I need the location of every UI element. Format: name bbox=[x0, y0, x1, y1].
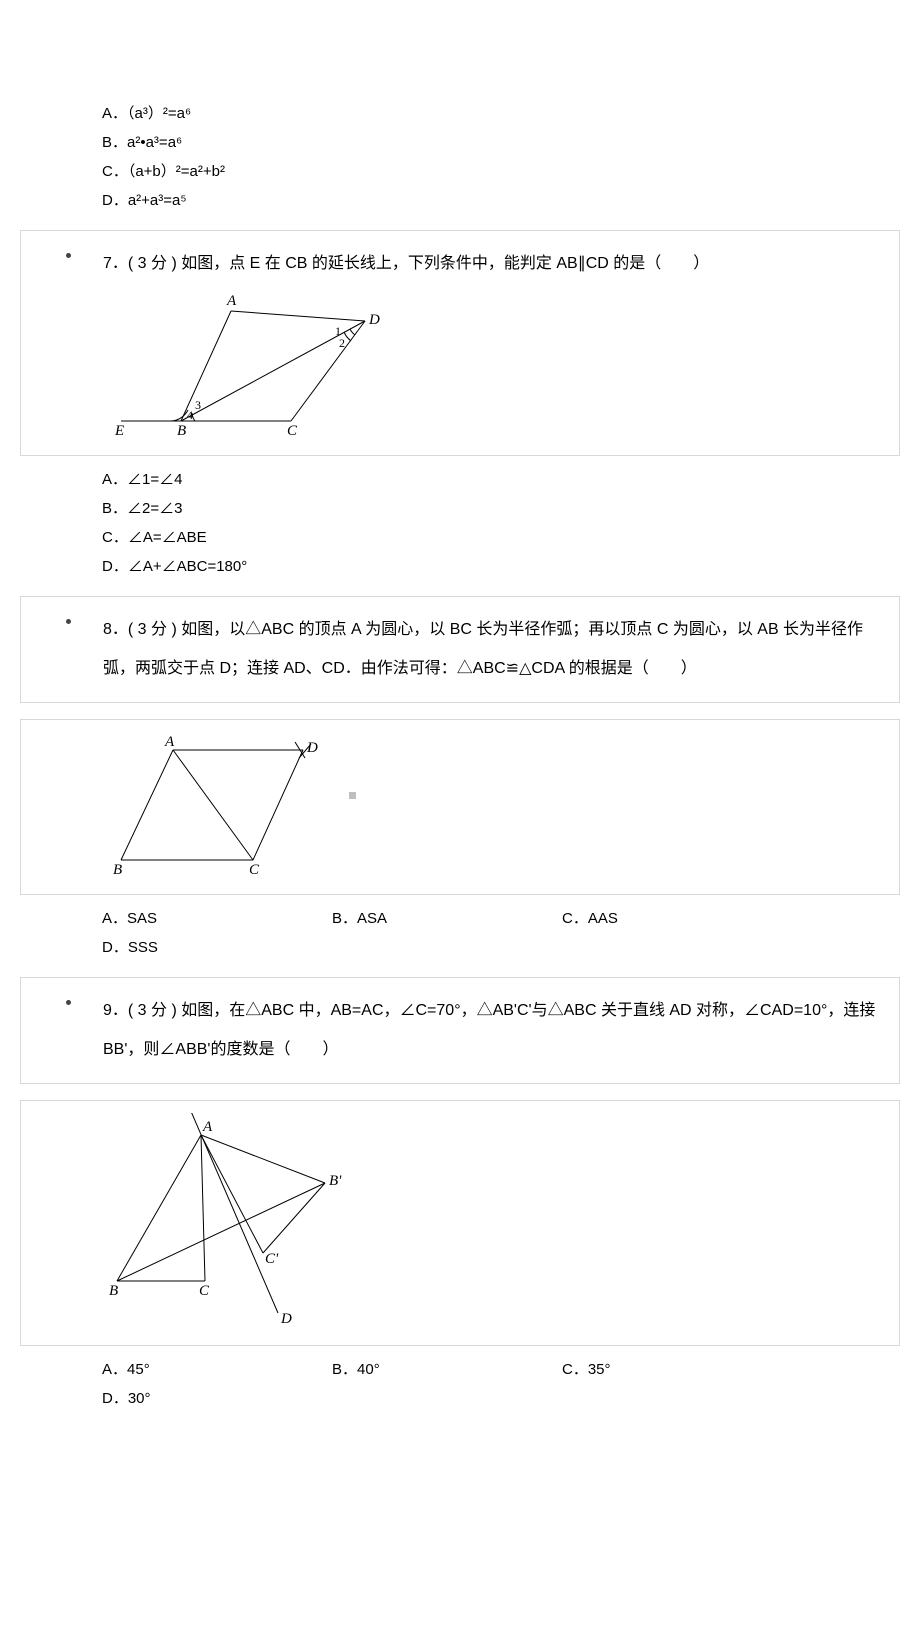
q7-figure: A D E B C 1 2 3 4 bbox=[81, 283, 881, 441]
svg-text:D: D bbox=[306, 740, 318, 756]
svg-text:D: D bbox=[280, 1311, 292, 1327]
svg-text:C: C bbox=[287, 423, 298, 439]
svg-text:3: 3 bbox=[195, 398, 201, 412]
svg-text:C: C bbox=[249, 862, 260, 878]
svg-text:4: 4 bbox=[187, 408, 193, 422]
q7-opt-b: B．∠2=∠3 bbox=[102, 497, 562, 518]
q8-svg: A D B C bbox=[103, 732, 363, 882]
page-marker bbox=[349, 792, 356, 799]
svg-text:D: D bbox=[368, 312, 380, 328]
svg-text:C': C' bbox=[265, 1251, 279, 1267]
q8-opt-c: C．AAS bbox=[562, 907, 792, 928]
svg-text:2: 2 bbox=[339, 336, 345, 350]
q8-box: 8．( 3 分 ) 如图，以△ABC 的顶点 A 为圆心，以 BC 长为半径作弧… bbox=[20, 596, 900, 703]
q7-opt-c: C．∠A=∠ABE bbox=[102, 526, 562, 547]
q8-opt-d: D．SSS bbox=[102, 936, 332, 957]
svg-text:B: B bbox=[113, 862, 122, 878]
svg-text:B': B' bbox=[329, 1173, 342, 1189]
bullet-icon bbox=[66, 619, 71, 624]
svg-text:A: A bbox=[202, 1119, 213, 1135]
q7-svg: A D E B C 1 2 3 4 bbox=[103, 291, 403, 441]
q9-svg: A B C B' C' D bbox=[103, 1113, 373, 1333]
q7-opt-d: D．∠A+∠ABC=180° bbox=[102, 555, 562, 576]
q9-options: A．45° B．40° C．35° D．30° bbox=[20, 1354, 900, 1412]
q6-opt-b: B．a²•a³=a⁶ bbox=[102, 131, 562, 152]
q7-opt-a: A．∠1=∠4 bbox=[102, 468, 562, 489]
q9-opt-d: D．30° bbox=[102, 1387, 332, 1408]
q9-opt-b: B．40° bbox=[332, 1358, 562, 1379]
svg-text:A: A bbox=[226, 293, 237, 309]
svg-text:B: B bbox=[109, 1283, 118, 1299]
q9-opt-c: C．35° bbox=[562, 1358, 792, 1379]
q7-options: A．∠1=∠4 B．∠2=∠3 C．∠A=∠ABE D．∠A+∠ABC=180° bbox=[20, 464, 900, 580]
q6-opt-c: C．（a+b）²=a²+b² bbox=[102, 160, 562, 181]
q7-box: 7．( 3 分 ) 如图，点 E 在 CB 的延长线上，下列条件中，能判定 AB… bbox=[20, 230, 900, 456]
svg-text:E: E bbox=[114, 423, 124, 439]
q7-text: 7．( 3 分 ) 如图，点 E 在 CB 的延长线上，下列条件中，能判定 AB… bbox=[103, 245, 881, 283]
svg-text:C: C bbox=[199, 1283, 210, 1299]
q9-figure-box: A B C B' C' D bbox=[20, 1100, 900, 1346]
svg-text:A: A bbox=[164, 734, 175, 750]
bullet-icon bbox=[66, 1000, 71, 1005]
q6-options: A．（a³）²=a⁶ B．a²•a³=a⁶ C．（a+b）²=a²+b² D．a… bbox=[20, 98, 900, 214]
q9-box: 9．( 3 分 ) 如图，在△ABC 中，AB=AC，∠C=70°，△AB'C'… bbox=[20, 977, 900, 1084]
q8-opt-a: A．SAS bbox=[102, 907, 332, 928]
q8-text: 8．( 3 分 ) 如图，以△ABC 的顶点 A 为圆心，以 BC 长为半径作弧… bbox=[103, 611, 881, 688]
q8-opt-b: B．ASA bbox=[332, 907, 562, 928]
q8-options: A．SAS B．ASA C．AAS D．SSS bbox=[20, 903, 900, 961]
q9-opt-a: A．45° bbox=[102, 1358, 332, 1379]
q8-figure-box: A D B C bbox=[20, 719, 900, 895]
q9-text: 9．( 3 分 ) 如图，在△ABC 中，AB=AC，∠C=70°，△AB'C'… bbox=[103, 992, 881, 1069]
q6-opt-d: D．a²+a³=a⁵ bbox=[102, 189, 562, 210]
bullet-icon bbox=[66, 253, 71, 258]
q6-opt-a: A．（a³）²=a⁶ bbox=[102, 102, 562, 123]
svg-text:B: B bbox=[177, 423, 186, 439]
